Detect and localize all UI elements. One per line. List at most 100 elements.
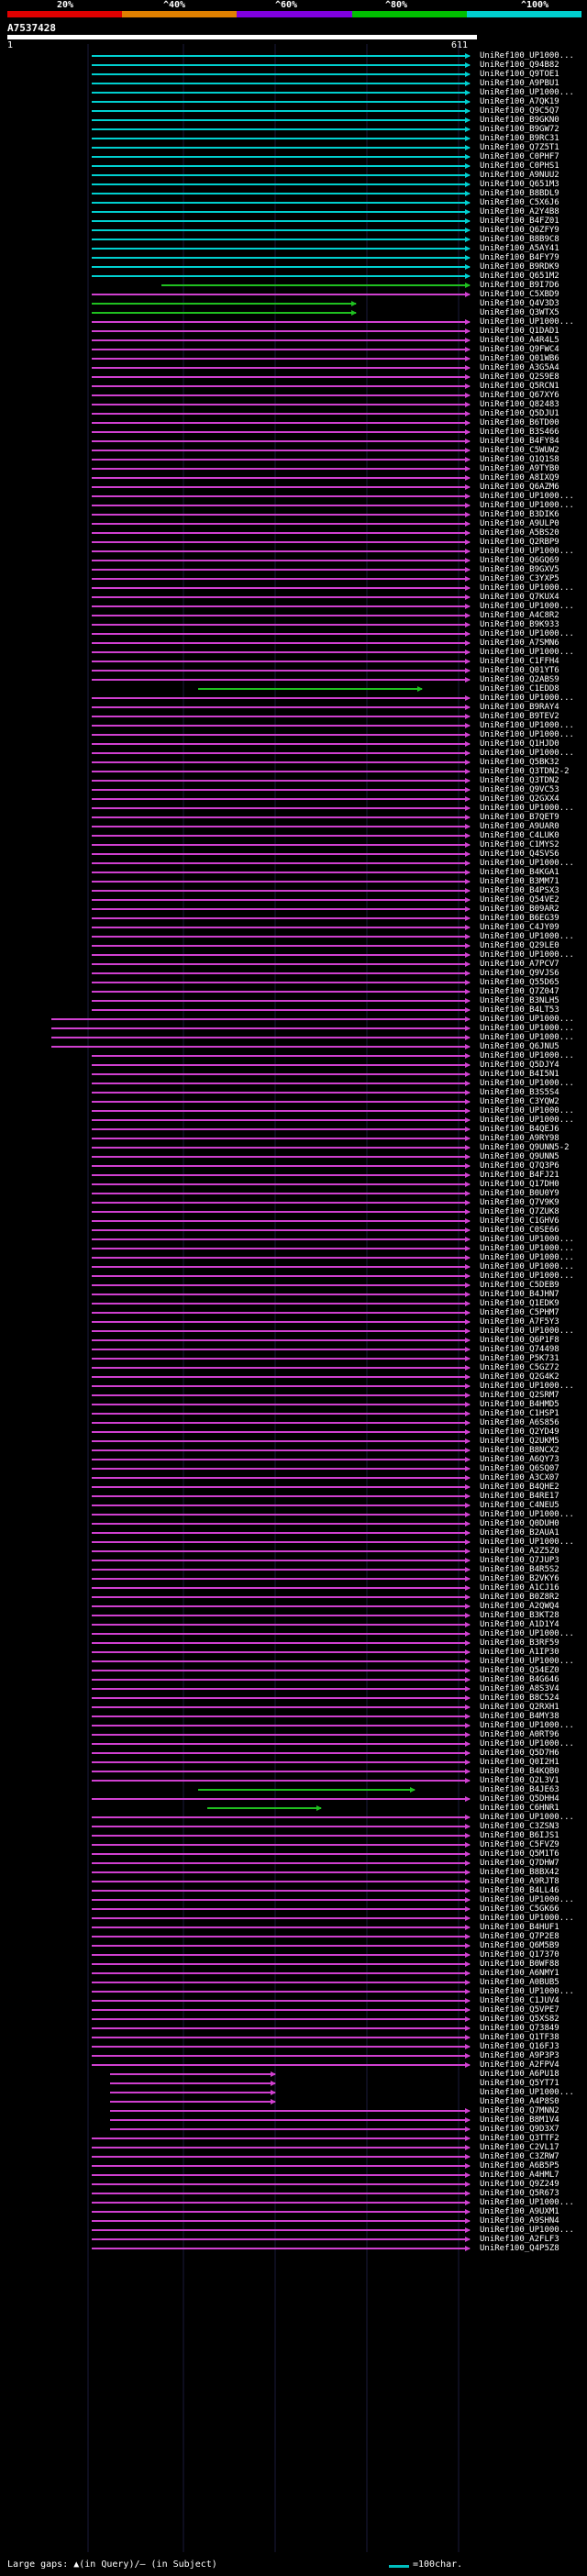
hit-label[interactable]: UniRef100_Q5VPE7 <box>480 2005 559 2015</box>
hit-label[interactable]: UniRef100_Q2RXH1 <box>480 1703 559 1712</box>
hit-label[interactable]: UniRef100_B3NLH5 <box>480 996 559 1005</box>
hit-label[interactable]: UniRef100_Q2GXX4 <box>480 794 559 804</box>
hit-label[interactable]: UniRef100_B9GKN0 <box>480 116 559 125</box>
hit-label[interactable]: UniRef100_UP1000... <box>480 749 574 758</box>
hit-label[interactable]: UniRef100_UP1000... <box>480 1629 574 1638</box>
hit-label[interactable]: UniRef100_Q5YT71 <box>480 2079 559 2088</box>
hit-label[interactable]: UniRef100_Q5DJY4 <box>480 1060 559 1070</box>
hit-label[interactable]: UniRef100_Q7MNN2 <box>480 2106 559 2115</box>
hit-label[interactable]: UniRef100_A9RJT8 <box>480 1877 559 1886</box>
hit-label[interactable]: UniRef100_Q9Z249 <box>480 2180 559 2189</box>
hit-label[interactable]: UniRef100_A2Y4B8 <box>480 207 559 217</box>
hit-label[interactable]: UniRef100_UP1000... <box>480 1327 574 1336</box>
hit-label[interactable]: UniRef100_Q67XY6 <box>480 391 559 400</box>
hit-label[interactable]: UniRef100_Q54VE2 <box>480 895 559 905</box>
hit-label[interactable]: UniRef100_B9K933 <box>480 620 559 629</box>
hit-label[interactable]: UniRef100_UP1000... <box>480 1271 574 1281</box>
hit-label[interactable]: UniRef100_C2VL17 <box>480 2143 559 2152</box>
hit-label[interactable]: UniRef100_A7QK19 <box>480 97 559 106</box>
hit-label[interactable]: UniRef100_Q7JUP3 <box>480 1556 559 1565</box>
hit-label[interactable]: UniRef100_A8S3V4 <box>480 1684 559 1693</box>
hit-label[interactable]: UniRef100_B3KT28 <box>480 1611 559 1620</box>
hit-label[interactable]: UniRef100_A9SHN4 <box>480 2216 559 2226</box>
hit-label[interactable]: UniRef100_C1JUV4 <box>480 1996 559 2005</box>
hit-label[interactable]: UniRef100_UP1000... <box>480 2226 574 2235</box>
hit-label[interactable]: UniRef100_Q9C5Q7 <box>480 106 559 116</box>
hit-label[interactable]: UniRef100_A1IP30 <box>480 1648 559 1657</box>
hit-label[interactable]: UniRef100_Q4V3D3 <box>480 299 559 308</box>
hit-label[interactable]: UniRef100_UP1000... <box>480 1895 574 1904</box>
hit-label[interactable]: UniRef100_C3YQW2 <box>480 1097 559 1106</box>
hit-label[interactable]: UniRef100_UP1000... <box>480 1721 574 1730</box>
hit-label[interactable]: UniRef100_B4RE17 <box>480 1492 559 1501</box>
hit-label[interactable]: UniRef100_C3YXP5 <box>480 574 559 583</box>
hit-label[interactable]: UniRef100_UP1000... <box>480 1813 574 1822</box>
hit-label[interactable]: UniRef100_UP1000... <box>480 1116 574 1125</box>
hit-label[interactable]: UniRef100_Q1HJD0 <box>480 739 559 749</box>
hit-label[interactable]: UniRef100_UP1000... <box>480 629 574 638</box>
hit-label[interactable]: UniRef100_B4R5S2 <box>480 1565 559 1574</box>
hit-label[interactable]: UniRef100_Q2YD49 <box>480 1427 559 1437</box>
hit-label[interactable]: UniRef100_Q5DJU1 <box>480 409 559 418</box>
hit-label[interactable]: UniRef100_B4MY38 <box>480 1712 559 1721</box>
hit-label[interactable]: UniRef100_A6S856 <box>480 1418 559 1427</box>
hit-label[interactable]: UniRef100_A1CJ16 <box>480 1583 559 1593</box>
hit-label[interactable]: UniRef100_Q3WTX5 <box>480 308 559 317</box>
hit-label[interactable]: UniRef100_B4JHN7 <box>480 1290 559 1299</box>
hit-label[interactable]: UniRef100_B9GXV5 <box>480 565 559 574</box>
hit-label[interactable]: UniRef100_C5GK66 <box>480 1904 559 1914</box>
hit-label[interactable]: UniRef100_C0PHS1 <box>480 161 559 171</box>
hit-label[interactable]: UniRef100_Q2UKM5 <box>480 1437 559 1446</box>
hit-label[interactable]: UniRef100_Q17DH0 <box>480 1180 559 1189</box>
hit-label[interactable]: UniRef100_UP1000... <box>480 730 574 739</box>
hit-label[interactable]: UniRef100_UP1000... <box>480 859 574 868</box>
hit-label[interactable]: UniRef100_UP1000... <box>480 1262 574 1271</box>
hit-label[interactable]: UniRef100_B7QET9 <box>480 813 559 822</box>
hit-label[interactable]: UniRef100_C3ZRW7 <box>480 2152 559 2161</box>
hit-label[interactable]: UniRef100_Q6M5B9 <box>480 1941 559 1950</box>
hit-label[interactable]: UniRef100_UP1000... <box>480 2198 574 2207</box>
hit-label[interactable]: UniRef100_B4FY79 <box>480 253 559 262</box>
hit-label[interactable]: UniRef100_UP1000... <box>480 1106 574 1116</box>
hit-label[interactable]: UniRef100_B4FZ01 <box>480 217 559 226</box>
hit-label[interactable]: UniRef100_Q5BK32 <box>480 758 559 767</box>
hit-label[interactable]: UniRef100_Q6AZM6 <box>480 483 559 492</box>
hit-label[interactable]: UniRef100_Q7Z047 <box>480 987 559 996</box>
hit-label[interactable]: UniRef100_Q5RCN1 <box>480 382 559 391</box>
hit-label[interactable]: UniRef100_A4C8R2 <box>480 611 559 620</box>
hit-label[interactable]: UniRef100_C1MYS2 <box>480 840 559 849</box>
hit-label[interactable]: UniRef100_B9RC31 <box>480 134 559 143</box>
hit-label[interactable]: UniRef100_UP1000... <box>480 1033 574 1042</box>
hit-label[interactable]: UniRef100_A9TYB0 <box>480 464 559 473</box>
hit-label[interactable]: UniRef100_B3RF59 <box>480 1638 559 1648</box>
hit-label[interactable]: UniRef100_UP1000... <box>480 1510 574 1519</box>
hit-label[interactable]: UniRef100_C4JY09 <box>480 923 559 932</box>
hit-label[interactable]: UniRef100_B9TEV2 <box>480 712 559 721</box>
hit-label[interactable]: UniRef100_Q74498 <box>480 1345 559 1354</box>
hit-label[interactable]: UniRef100_Q1Q1S8 <box>480 455 559 464</box>
hit-label[interactable]: UniRef100_C5GZ72 <box>480 1363 559 1372</box>
hit-label[interactable]: UniRef100_A7SMN6 <box>480 638 559 648</box>
hit-label[interactable]: UniRef100_UP1000... <box>480 1235 574 1244</box>
hit-label[interactable]: UniRef100_UP1000... <box>480 1244 574 1253</box>
hit-label[interactable]: UniRef100_Q9UNN5-2 <box>480 1143 570 1152</box>
hit-label[interactable]: UniRef100_A6PU18 <box>480 2070 559 2079</box>
hit-label[interactable]: UniRef100_UP1000... <box>480 1739 574 1749</box>
hit-label[interactable]: UniRef100_B8M1V4 <box>480 2115 559 2125</box>
hit-label[interactable]: UniRef100_Q16FJ3 <box>480 2042 559 2051</box>
hit-label[interactable]: UniRef100_UP1000... <box>480 721 574 730</box>
hit-label[interactable]: UniRef100_B4QEJ6 <box>480 1125 559 1134</box>
hit-label[interactable]: UniRef100_A7PCV7 <box>480 960 559 969</box>
hit-label[interactable]: UniRef100_Q54EZ0 <box>480 1666 559 1675</box>
hit-label[interactable]: UniRef100_B9RAY4 <box>480 703 559 712</box>
hit-label[interactable]: UniRef100_UP1000... <box>480 1538 574 1547</box>
hit-label[interactable]: UniRef100_C1GHV6 <box>480 1216 559 1226</box>
hit-label[interactable]: UniRef100_A2FLF3 <box>480 2235 559 2244</box>
hit-label[interactable]: UniRef100_C1EDD8 <box>480 684 559 694</box>
hit-label[interactable]: UniRef100_UP1000... <box>480 932 574 941</box>
hit-label[interactable]: UniRef100_B4I5N1 <box>480 1070 559 1079</box>
hit-label[interactable]: UniRef100_B4LT53 <box>480 1005 559 1015</box>
hit-label[interactable]: UniRef100_Q5M1T6 <box>480 1849 559 1859</box>
hit-label[interactable]: UniRef100_Q9D3X7 <box>480 2125 559 2134</box>
hit-label[interactable]: UniRef100_B0WF88 <box>480 1960 559 1969</box>
